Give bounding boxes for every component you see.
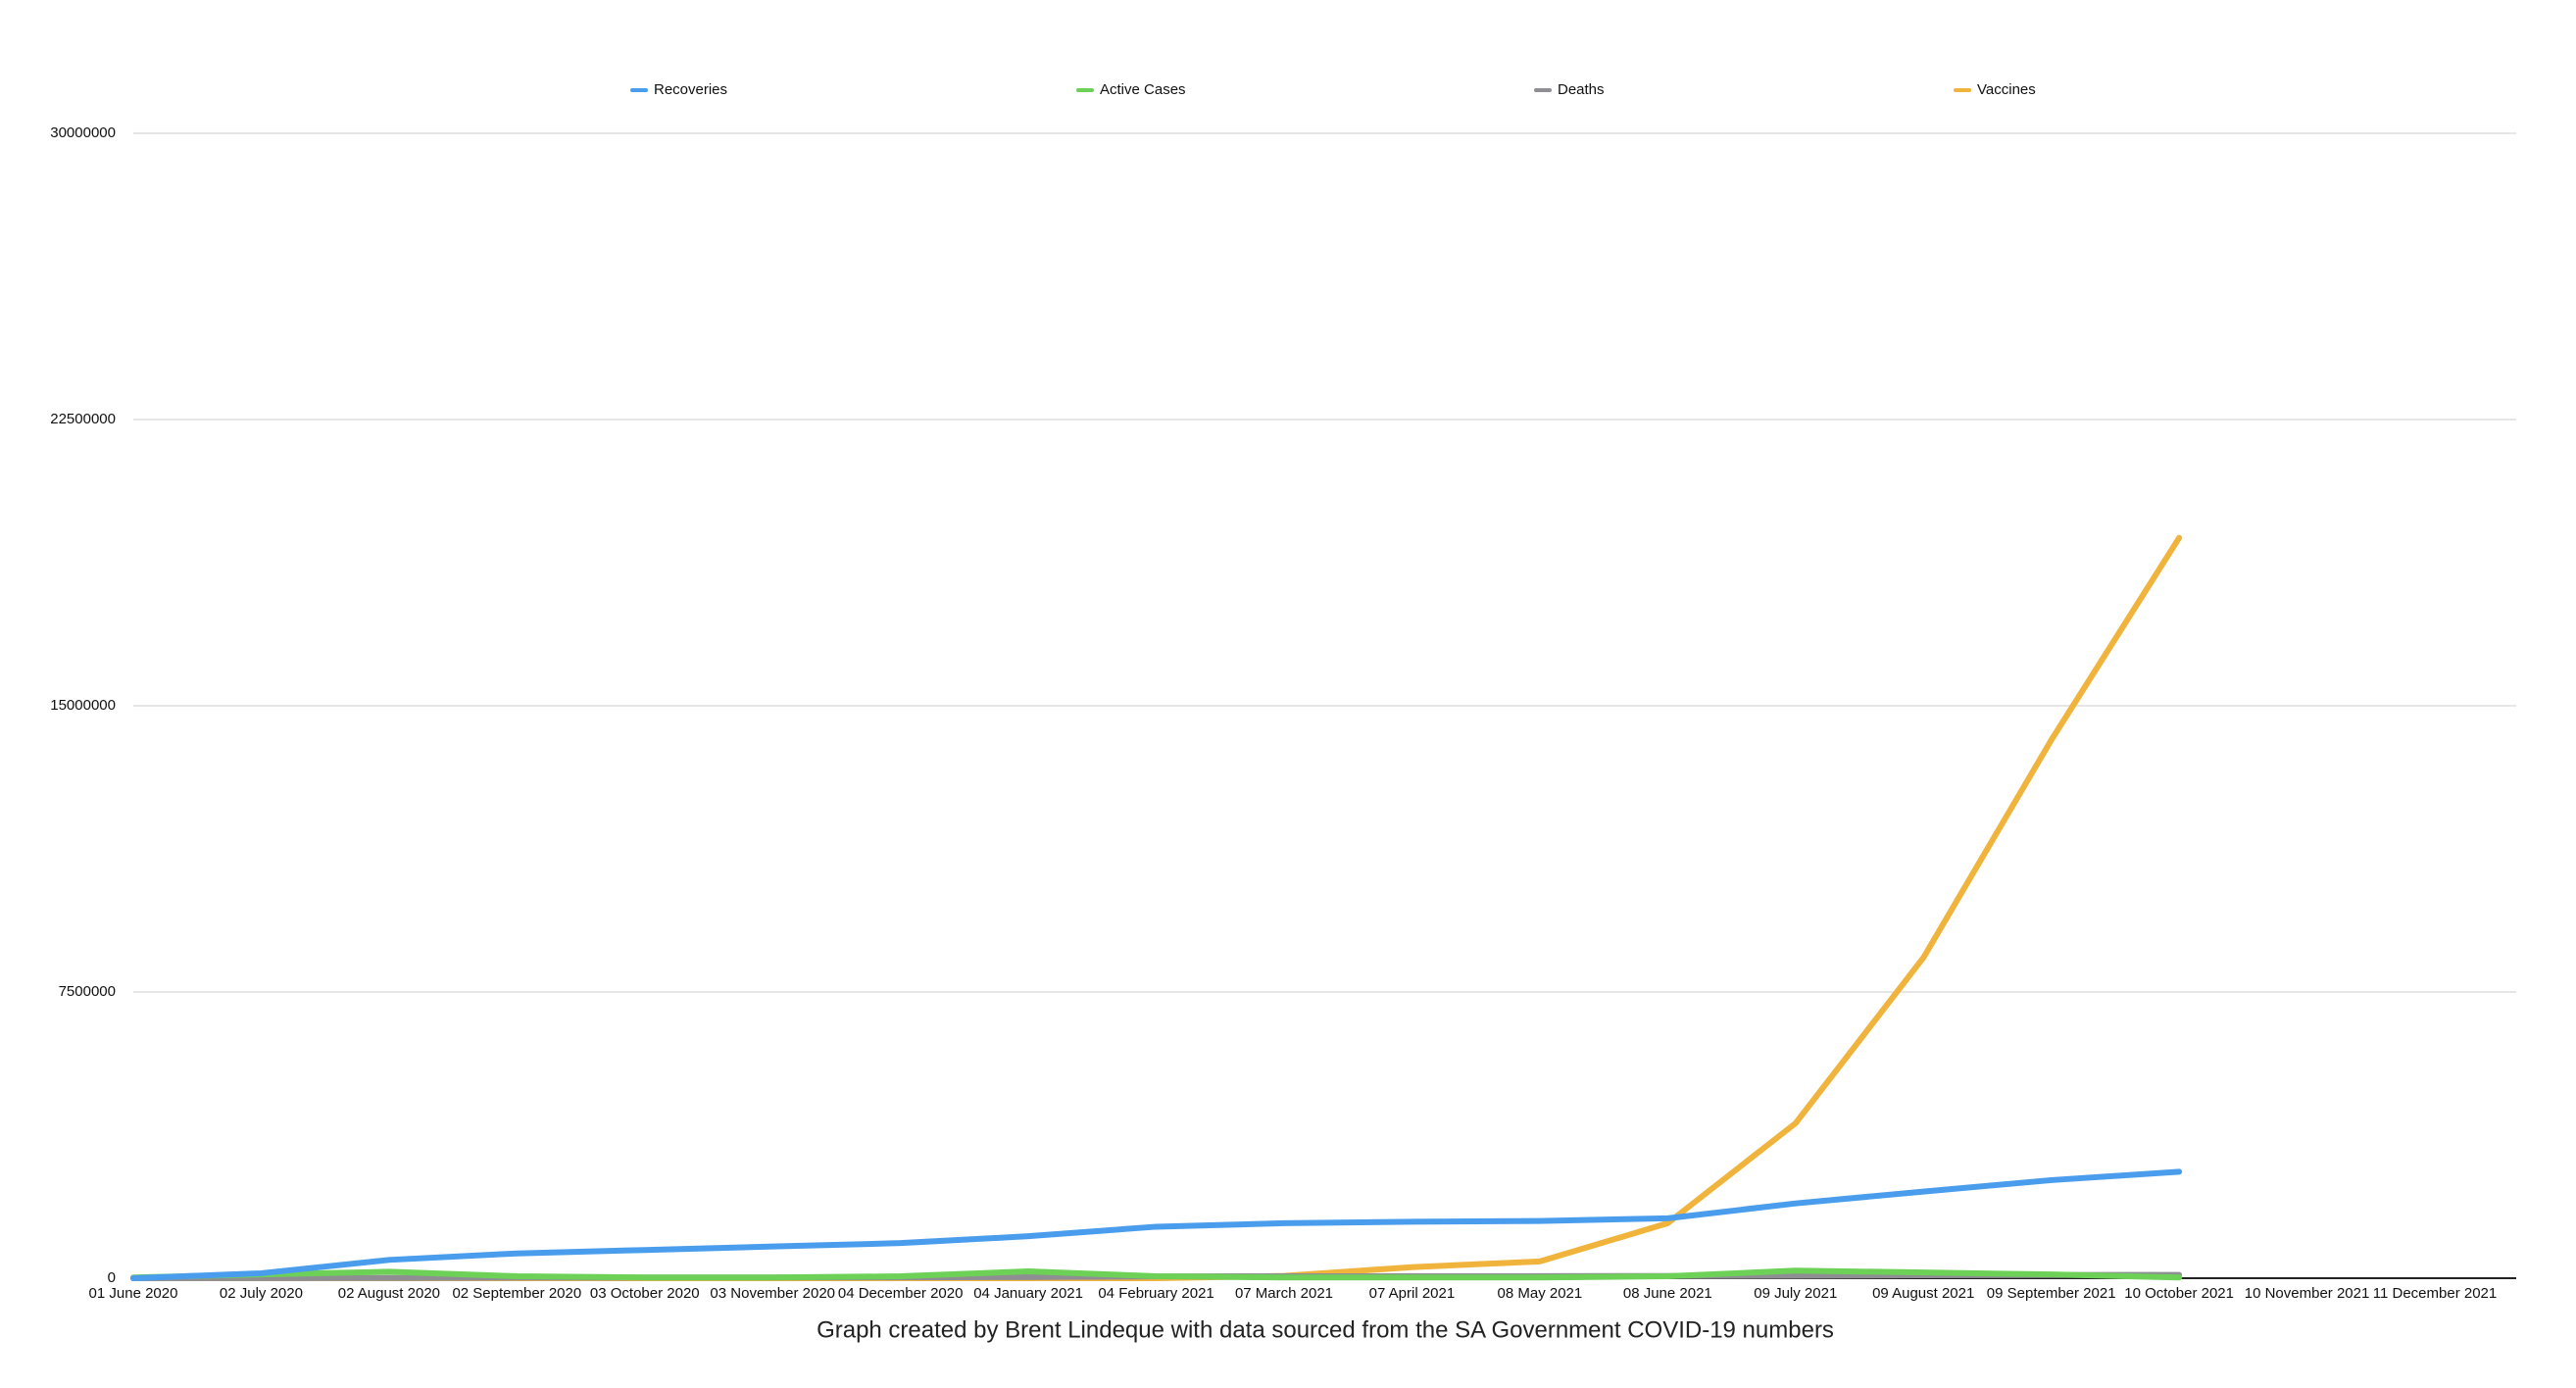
x-tick-label: 07 April 2021 [1369, 1285, 1456, 1302]
x-tick-label: 08 June 2021 [1623, 1285, 1712, 1302]
x-tick-label: 02 July 2020 [220, 1285, 303, 1302]
x-tick-label: 09 July 2021 [1754, 1285, 1837, 1302]
x-tick-label: 01 June 2020 [89, 1285, 178, 1302]
x-tick-label: 11 December 2021 [2373, 1285, 2497, 1302]
x-tick-label: 04 January 2021 [973, 1285, 1083, 1302]
x-tick-label: 10 November 2021 [2245, 1285, 2370, 1302]
y-tick-label: 22500000 [50, 411, 116, 427]
x-tick-label: 04 December 2020 [838, 1285, 964, 1302]
legend-label: Vaccines [1977, 81, 2036, 98]
y-tick-label: 7500000 [59, 983, 116, 1000]
x-tick-label: 02 September 2020 [452, 1285, 581, 1302]
legend-label: Recoveries [654, 81, 727, 98]
series-line [130, 1168, 2183, 1281]
y-tick-label: 15000000 [50, 697, 116, 714]
series-line [130, 534, 2183, 1281]
x-tick-label: 03 October 2020 [590, 1285, 700, 1302]
chart-caption: Graph created by Brent Lindeque with dat… [817, 1316, 1834, 1343]
x-tick-label: 09 August 2021 [1872, 1285, 1974, 1302]
x-tick-label: 10 October 2021 [2124, 1285, 2234, 1302]
x-tick-label: 02 August 2020 [338, 1285, 440, 1302]
legend-label: Deaths [1558, 81, 1605, 98]
legend-label: Active Cases [1100, 81, 1186, 98]
x-tick-label: 04 February 2021 [1098, 1285, 1214, 1302]
x-tick-label: 09 September 2021 [1987, 1285, 2116, 1302]
x-tick-label: 08 May 2021 [1498, 1285, 1583, 1302]
y-tick-label: 0 [108, 1269, 116, 1286]
x-tick-label: 03 November 2020 [710, 1285, 835, 1302]
x-tick-label: 07 March 2021 [1235, 1285, 1333, 1302]
y-tick-label: 30000000 [50, 124, 116, 141]
series-line [130, 1267, 2183, 1281]
